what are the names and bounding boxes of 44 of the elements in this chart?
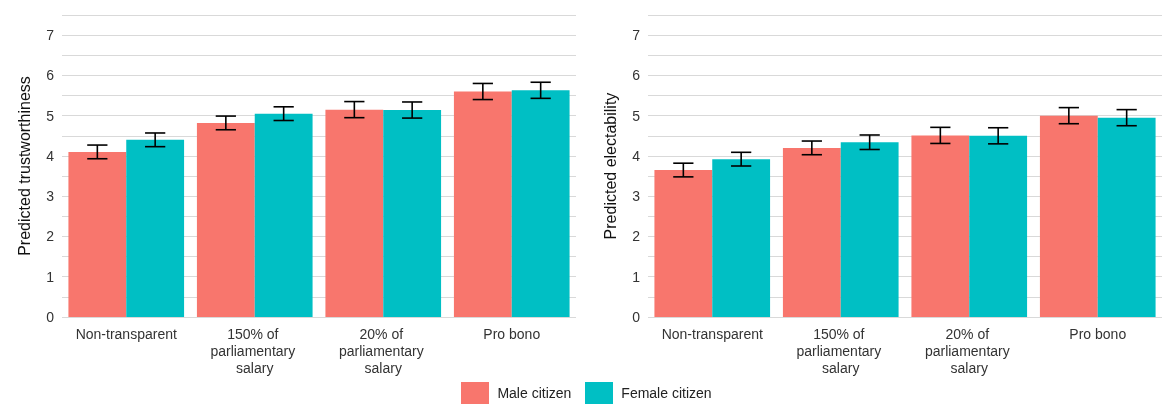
y-tick-label: 3 [632, 188, 641, 205]
x-tick-label: 20% of parliamentary salary [338, 325, 428, 376]
y-tick-label: 0 [46, 309, 55, 325]
y-tick-label: 4 [46, 147, 55, 164]
y-tick-label: 4 [632, 147, 641, 164]
legend-label: Female citizen [621, 385, 712, 401]
bar [511, 90, 570, 317]
bar [254, 113, 313, 317]
y-tick-label: 5 [632, 107, 641, 124]
x-tick-label: 150% of parliamentary salary [210, 325, 300, 376]
bar [383, 110, 442, 317]
bar [840, 142, 899, 317]
x-tick-label: Pro bono [483, 325, 541, 342]
bar [1039, 115, 1098, 317]
y-axis-title: Predicted electability [601, 92, 619, 240]
y-axis-title: Predicted trustworthiness [15, 76, 33, 256]
bar [196, 122, 255, 317]
y-tick-label: 7 [632, 27, 641, 44]
y-tick-label: 1 [632, 268, 641, 285]
bar [654, 170, 713, 317]
bar [969, 135, 1028, 317]
bar [712, 159, 771, 317]
y-tick-label: 0 [632, 309, 641, 325]
y-tick-label: 1 [46, 268, 55, 285]
y-tick-label: 2 [46, 228, 55, 245]
y-tick-label: 3 [46, 188, 55, 205]
y-tick-label: 6 [632, 67, 641, 84]
y-tick-label: 6 [46, 67, 55, 84]
bar [68, 151, 127, 317]
bar [453, 91, 512, 317]
bar [911, 135, 970, 317]
x-tick-label: 150% of parliamentary salary [796, 325, 886, 376]
bar [1097, 117, 1156, 317]
x-tick-label: Non-transparent [661, 325, 763, 342]
x-tick-label: 20% of parliamentary salary [924, 325, 1014, 376]
bar [126, 139, 185, 317]
bar [782, 147, 841, 317]
y-tick-label: 7 [46, 27, 55, 44]
y-tick-label: 2 [632, 228, 641, 245]
x-tick-label: Pro bono [1069, 325, 1127, 342]
y-tick-label: 5 [46, 107, 55, 124]
x-tick-label: Non-transparent [75, 325, 177, 342]
bar [325, 109, 384, 317]
legend-label: Male citizen [497, 385, 572, 401]
